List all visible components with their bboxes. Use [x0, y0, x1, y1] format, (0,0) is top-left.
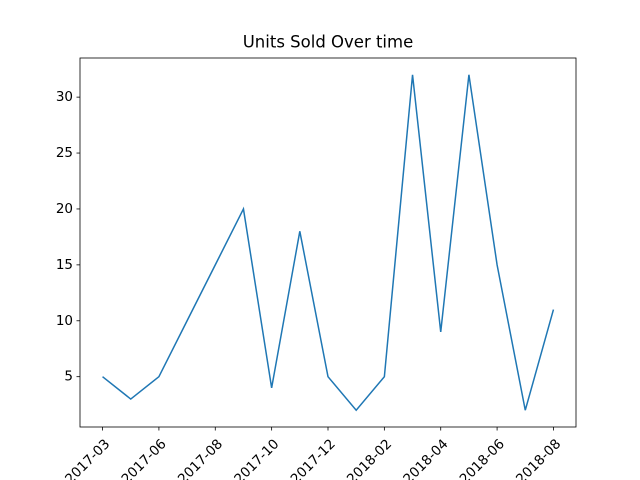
y-tick-label: 30: [56, 89, 73, 105]
chart-title: Units Sold Over time: [243, 33, 414, 52]
line-series: [102, 74, 555, 412]
y-tick-label: 20: [56, 201, 73, 217]
y-tick-label: 15: [56, 257, 73, 273]
y-tick-label: 5: [64, 369, 73, 385]
y-tick-label: 25: [56, 145, 73, 161]
y-tick-label: 10: [56, 313, 73, 329]
